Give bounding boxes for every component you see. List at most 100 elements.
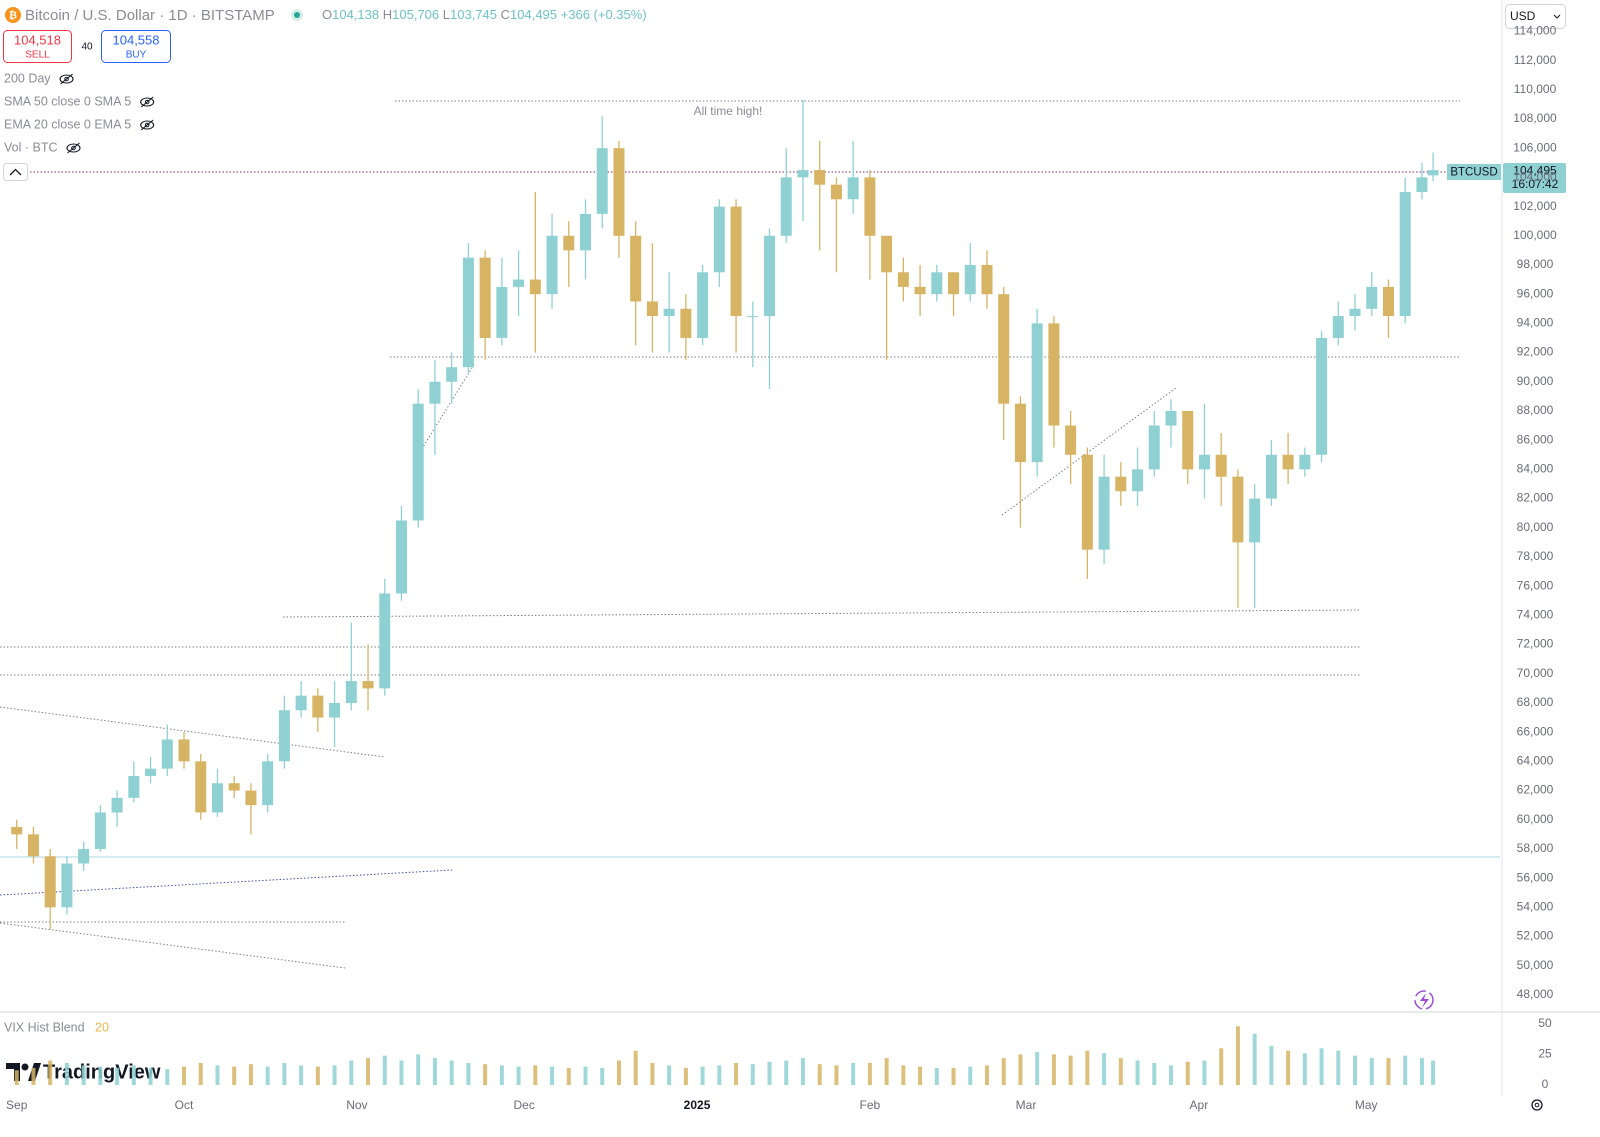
ohlc-value: 103,745 bbox=[450, 7, 497, 22]
sell-label: SELL bbox=[25, 50, 50, 61]
settings-icon[interactable] bbox=[1531, 1099, 1543, 1111]
y-tick-label: 78,000 bbox=[1517, 549, 1554, 563]
visibility-icon-slash bbox=[60, 73, 73, 85]
volume-bar bbox=[633, 1050, 638, 1085]
visibility-icon[interactable] bbox=[140, 120, 155, 130]
volume-bar bbox=[248, 1064, 253, 1085]
collapse-button[interactable] bbox=[3, 163, 28, 181]
candle-body bbox=[479, 257, 491, 338]
x-tick-label: Feb bbox=[860, 1098, 881, 1112]
x-tick-label: Oct bbox=[175, 1098, 194, 1112]
y-tick-label: 25 bbox=[1538, 1047, 1552, 1061]
volume-bar bbox=[851, 1062, 856, 1085]
trend-line bbox=[0, 922, 346, 969]
buy-button[interactable] bbox=[101, 30, 171, 63]
volume-bar bbox=[667, 1065, 672, 1085]
ohlc-key: O bbox=[322, 7, 332, 22]
candle-body bbox=[680, 308, 692, 338]
candle-body bbox=[1316, 337, 1328, 455]
candle-body bbox=[145, 768, 157, 776]
volume-bar bbox=[767, 1061, 772, 1085]
candle-body bbox=[998, 294, 1010, 404]
volume-bar bbox=[1403, 1055, 1408, 1085]
candle-body bbox=[429, 381, 441, 404]
candle-body bbox=[814, 170, 826, 185]
volume-bar bbox=[1431, 1060, 1436, 1085]
visibility-icon[interactable] bbox=[66, 143, 81, 153]
volume-bar bbox=[800, 1058, 805, 1085]
candle-body bbox=[1098, 476, 1110, 550]
candle-body bbox=[312, 695, 324, 718]
candle-body bbox=[27, 834, 39, 857]
y-tick-label: 82,000 bbox=[1517, 491, 1554, 505]
candle-body bbox=[111, 797, 123, 813]
market-status-dot bbox=[294, 12, 300, 18]
volume-bar bbox=[81, 1065, 86, 1085]
candle-body bbox=[245, 790, 257, 806]
visibility-icon-pupil bbox=[144, 122, 150, 128]
drawings bbox=[0, 100, 1460, 969]
symbol-title[interactable]: Bitcoin / U.S. Dollar · 1D · BITSTAMP bbox=[25, 7, 275, 24]
y-tick-label: 90,000 bbox=[1517, 374, 1554, 388]
volume-bar bbox=[533, 1065, 538, 1085]
y-tick-label: 74,000 bbox=[1517, 608, 1554, 622]
candle-body bbox=[713, 206, 725, 273]
candle-body bbox=[412, 403, 424, 521]
candle-body bbox=[1249, 498, 1261, 543]
volume-bar bbox=[1302, 1053, 1307, 1085]
candle-body bbox=[1427, 170, 1439, 176]
assistant-icon[interactable] bbox=[1414, 990, 1434, 1010]
volume-bar bbox=[1386, 1058, 1391, 1085]
visibility-icon[interactable] bbox=[140, 97, 155, 107]
volume-bar bbox=[48, 1060, 53, 1085]
volume-bar bbox=[148, 1067, 153, 1085]
ohlc-value: 104,138 bbox=[332, 7, 379, 22]
volume-bar bbox=[550, 1066, 555, 1085]
y-tick-label: 60,000 bbox=[1517, 812, 1554, 826]
indicator-label: SMA 50 close 0 SMA 5 bbox=[4, 94, 131, 108]
currency-select[interactable] bbox=[1505, 4, 1566, 29]
volume-bar bbox=[399, 1060, 404, 1085]
candle-body bbox=[513, 279, 525, 287]
volume-bar bbox=[499, 1065, 504, 1085]
x-tick-label: May bbox=[1355, 1098, 1378, 1112]
candle-body bbox=[914, 286, 926, 295]
volume-bar bbox=[884, 1058, 889, 1085]
buy-label: BUY bbox=[126, 50, 147, 61]
candle-body bbox=[1115, 476, 1127, 492]
volume-bar bbox=[600, 1067, 605, 1085]
volume-bar bbox=[717, 1065, 722, 1085]
candle-body bbox=[847, 177, 859, 200]
candle-body bbox=[580, 213, 592, 251]
ohlc-key: H bbox=[383, 7, 392, 22]
volume-bar bbox=[1252, 1033, 1257, 1085]
y-tick-label: 72,000 bbox=[1517, 637, 1554, 651]
candle-body bbox=[128, 775, 140, 798]
volume-bar bbox=[683, 1067, 688, 1085]
candle-body bbox=[663, 308, 675, 317]
volume-bar bbox=[98, 1066, 103, 1085]
candle-body bbox=[1132, 469, 1144, 492]
visibility-icon[interactable] bbox=[59, 74, 74, 84]
logo-mark bbox=[21, 1063, 29, 1071]
x-tick-label: Nov bbox=[346, 1098, 367, 1112]
indicator-legend: 200 Day SMA 50 close 0 SMA 5 EMA 20 close … bbox=[4, 71, 155, 154]
visibility-icon-pupil bbox=[71, 145, 76, 151]
spread: 40 bbox=[81, 42, 93, 53]
volume-bar bbox=[1102, 1053, 1107, 1085]
y-tick-label: 80,000 bbox=[1517, 520, 1554, 534]
sell-button[interactable] bbox=[3, 30, 72, 63]
horizontal-line bbox=[282, 609, 1361, 618]
volume-bar bbox=[31, 1067, 36, 1085]
y-tick-label: 58,000 bbox=[1517, 841, 1554, 855]
price-tag-price: 104,495 bbox=[1513, 164, 1557, 178]
candle-body bbox=[613, 148, 625, 236]
volume-bar bbox=[817, 1064, 822, 1085]
candle-body bbox=[646, 301, 658, 317]
volume-bar bbox=[315, 1066, 320, 1085]
candle-body bbox=[1081, 454, 1093, 550]
y-tick-label: 106,000 bbox=[1513, 140, 1557, 154]
candle-body bbox=[78, 848, 90, 864]
candle-body bbox=[94, 812, 106, 849]
